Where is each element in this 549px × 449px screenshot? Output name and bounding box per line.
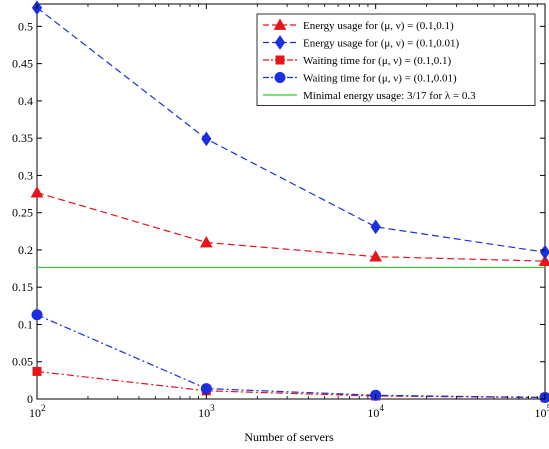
x-tick-exponent: 4 (379, 403, 384, 413)
x-tick-base: 10 (29, 406, 41, 420)
legend: Energy usage for (μ, ν) = (0.1,0.1) Energ… (256, 13, 536, 106)
legend-entry: Waiting time for (μ, ν) = (0.1,0.01) (263, 72, 457, 85)
x-tick-label: 104 (367, 403, 384, 420)
y-tick-label: 0.1 (18, 317, 33, 331)
legend-label: Energy usage for (μ, ν) = (0.1,0.1) (303, 20, 454, 32)
x-tick-exponent: 2 (41, 403, 46, 413)
y-tick-label: 0 (27, 392, 33, 406)
legend-marker (274, 35, 286, 50)
series-line (36, 7, 546, 253)
x-tick-base: 10 (535, 406, 547, 420)
legend-entry: Energy usage for (μ, ν) = (0.1,0.1) (263, 18, 454, 32)
legend-marker (274, 72, 286, 83)
legend-label: Minimal energy usage: 3/17 for λ = 0.3 (303, 90, 476, 102)
data-point-triangle (30, 186, 44, 198)
legend-entry: Energy usage for (μ, ν) = (0.1,0.01) (263, 35, 460, 50)
y-tick-label: 0.25 (12, 206, 33, 220)
x-tick-base: 10 (198, 406, 210, 420)
data-point-triangle (369, 250, 383, 262)
legend-label: Waiting time for (μ, ν) = (0.1,0.1) (303, 55, 451, 67)
x-tick-exponent: 3 (210, 403, 215, 413)
legend-entry: Minimal energy usage: 3/17 for λ = 0.3 (263, 90, 476, 102)
series-line (36, 191, 546, 262)
x-axis-title: Number of servers (244, 430, 334, 444)
y-tick-label: 0.05 (12, 355, 33, 369)
x-tick-base: 10 (367, 406, 379, 420)
y-tick-label: 0.45 (12, 57, 33, 71)
y-tick-label: 0.35 (12, 131, 33, 145)
data-point-diamond (201, 131, 212, 147)
data-point-circle (31, 309, 43, 321)
legend-entry: Waiting time for (μ, ν) = (0.1,0.1) (263, 55, 451, 67)
data-point-diamond (370, 219, 381, 235)
legend-box (256, 13, 536, 106)
x-tick-label: 103 (198, 403, 215, 420)
legend-label: Waiting time for (μ, ν) = (0.1,0.01) (303, 73, 457, 85)
series-0 (30, 186, 549, 267)
y-tick-label: 0.4 (18, 94, 33, 108)
data-point-square (32, 366, 42, 376)
x-tick-exponent: 5 (547, 403, 549, 413)
data-point-circle (200, 383, 212, 395)
data-point-triangle (538, 254, 549, 267)
y-tick-label: 0.5 (18, 19, 33, 33)
legend-marker (273, 18, 287, 30)
x-tick-label: 105 (535, 403, 549, 420)
x-tick-label: 102 (29, 403, 46, 420)
series-line (36, 314, 546, 399)
y-tick-label: 0.2 (18, 243, 33, 257)
y-tick-label: 0.3 (18, 168, 33, 182)
data-point-triangle (199, 235, 213, 248)
legend-label: Energy usage for (μ, ν) = (0.1,0.01) (303, 38, 460, 50)
legend-marker (275, 55, 285, 65)
y-tick-label: 0.15 (12, 280, 33, 294)
